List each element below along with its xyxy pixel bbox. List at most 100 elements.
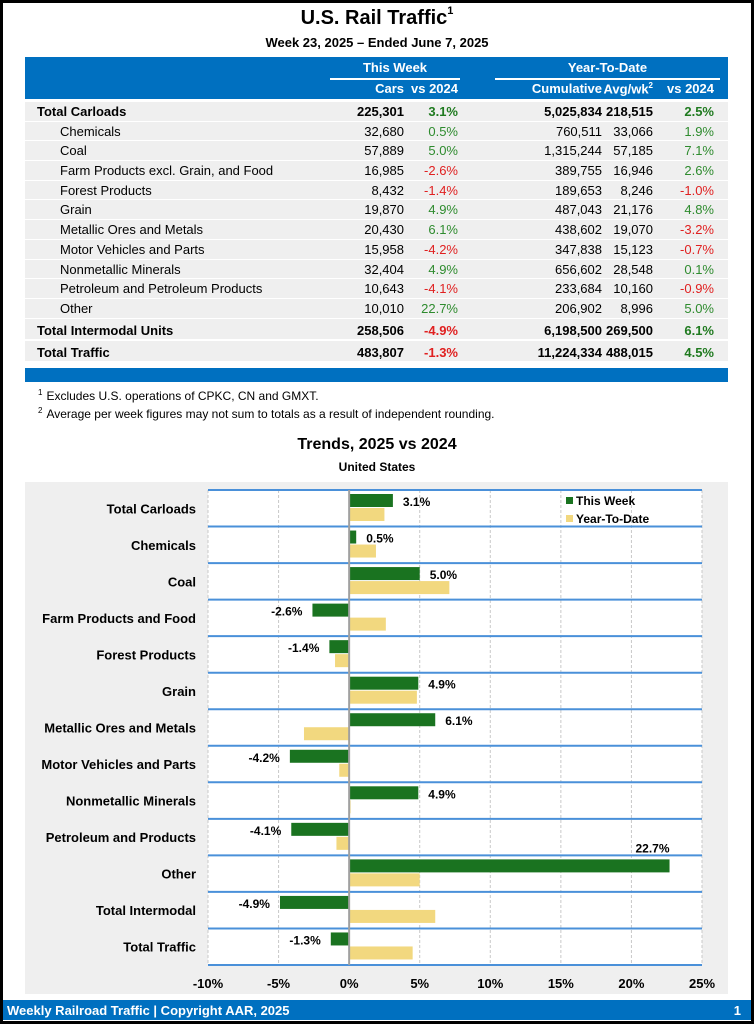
cars-value: 10,643 bbox=[364, 281, 404, 297]
plot-area bbox=[208, 490, 702, 965]
category-label: Forest Products bbox=[96, 647, 196, 662]
category-label: Nonmetallic Minerals bbox=[66, 794, 196, 809]
avgwk-value: 8,996 bbox=[620, 300, 653, 316]
vs2024-value: -4.2% bbox=[424, 241, 458, 257]
ytd-bar bbox=[336, 836, 350, 850]
data-label: -4.1% bbox=[250, 824, 282, 838]
category-label: Motor Vehicles and Parts bbox=[41, 757, 196, 772]
vs2024-value: -4.9% bbox=[424, 322, 458, 338]
page-number: 1 bbox=[733, 1003, 741, 1018]
group-ytd: Year-To-Date bbox=[567, 60, 648, 75]
col-cumulative: Cumulative bbox=[531, 81, 602, 96]
ytd-vs2024-value: 0.1% bbox=[684, 261, 714, 277]
table-row: Grain 19,870 4.9% 487,043 21,176 4.8% bbox=[25, 200, 728, 221]
this-week-bar bbox=[312, 603, 350, 617]
title-footnote-mark: 1 bbox=[447, 5, 454, 17]
data-label: 6.1% bbox=[445, 714, 473, 728]
legend-label-ytd: Year-To-Date bbox=[576, 512, 649, 526]
cumulative-value: 438,602 bbox=[555, 222, 602, 238]
x-tick-label: 20% bbox=[618, 976, 644, 991]
data-label: 22.7% bbox=[636, 841, 670, 855]
report-title: U.S. Rail Traffic1 bbox=[0, 5, 754, 30]
avgwk-value: 15,123 bbox=[613, 241, 653, 257]
vs2024-value: 6.1% bbox=[428, 222, 458, 238]
table-row: Coal 57,889 5.0% 1,315,244 57,185 7.1% bbox=[25, 141, 728, 162]
x-tick-label: 5% bbox=[410, 976, 429, 991]
table-row: Motor Vehicles and Parts 15,958 -4.2% 347,8… bbox=[25, 239, 728, 260]
table-row: Other 10,010 22.7% 206,902 8,996 5.0% bbox=[25, 298, 728, 319]
row-name: Nonmetallic Minerals bbox=[60, 261, 181, 277]
chart-subtitle: United States bbox=[338, 460, 416, 474]
cumulative-value: 5,025,834 bbox=[544, 104, 602, 119]
avgwk-value: 488,015 bbox=[606, 344, 653, 360]
data-label: 0.5% bbox=[366, 532, 394, 546]
ytd-bar bbox=[349, 873, 420, 887]
cars-value: 19,870 bbox=[364, 202, 404, 218]
avgwk-value: 8,246 bbox=[620, 182, 653, 198]
table-row: Total Intermodal Units 258,506 -4.9% 6,198,… bbox=[25, 318, 728, 341]
cars-value: 483,807 bbox=[357, 344, 404, 360]
table-row: Total Traffic 483,807 -1.3% 11,224,334 488,0… bbox=[25, 340, 728, 363]
cumulative-value: 1,315,244 bbox=[544, 143, 602, 159]
footnote-2: 2 Average per week figures may not sum to… bbox=[38, 406, 495, 421]
avgwk-value: 10,160 bbox=[613, 281, 653, 297]
x-tick-label: -10% bbox=[193, 976, 224, 991]
vs2024-value: 4.9% bbox=[428, 202, 458, 218]
ytd-vs2024-value: 4.8% bbox=[684, 202, 714, 218]
footnote-text: Average per week figures may not sum to … bbox=[46, 407, 495, 421]
row-name: Total Carloads bbox=[37, 104, 127, 119]
avgwk-value: 28,548 bbox=[613, 261, 653, 277]
vs2024-value: -2.6% bbox=[424, 163, 458, 179]
this-week-bar bbox=[349, 494, 393, 507]
cars-value: 225,301 bbox=[357, 104, 404, 119]
group-this-week: This Week bbox=[362, 60, 428, 75]
ytd-vs2024-value: 4.5% bbox=[684, 344, 714, 360]
cumulative-value: 347,838 bbox=[555, 241, 602, 257]
category-label: Total Intermodal bbox=[96, 903, 196, 918]
this-week-bar bbox=[349, 676, 419, 690]
this-week-bar bbox=[349, 859, 670, 873]
cumulative-value: 487,043 bbox=[555, 202, 602, 218]
category-label: Farm Products and Food bbox=[42, 611, 196, 626]
ytd-bar bbox=[349, 617, 386, 631]
ytd-vs2024-value: 5.0% bbox=[684, 300, 714, 316]
category-label: Total Traffic bbox=[123, 940, 196, 955]
row-name: Total Traffic bbox=[37, 344, 110, 360]
row-name: Metallic Ores and Metals bbox=[60, 222, 204, 238]
this-week-bar bbox=[349, 786, 419, 800]
this-week-bar bbox=[349, 530, 357, 544]
avgwk-value: 269,500 bbox=[606, 322, 653, 338]
data-label: 4.9% bbox=[428, 678, 456, 692]
data-label: -2.6% bbox=[271, 605, 303, 619]
ytd-vs2024-value: 2.6% bbox=[684, 163, 714, 179]
table-row: Total Carloads 225,301 3.1% 5,025,834 218,51… bbox=[25, 102, 728, 122]
category-label: Grain bbox=[162, 684, 196, 699]
table-row: Chemicals 32,680 0.5% 760,511 33,066 1.9% bbox=[25, 121, 728, 142]
category-label: Petroleum and Products bbox=[46, 830, 196, 845]
footnote-text: Excludes U.S. operations of CPKC, CN and… bbox=[46, 389, 319, 403]
footer-text: Weekly Railroad Traffic | Copyright AAR,… bbox=[7, 1003, 290, 1018]
row-name: Petroleum and Petroleum Products bbox=[60, 281, 263, 297]
data-label: 5.0% bbox=[430, 568, 458, 582]
footnote-mark: 2 bbox=[38, 406, 43, 415]
group-underline bbox=[330, 78, 460, 80]
cars-value: 20,430 bbox=[364, 222, 404, 238]
cars-value: 32,404 bbox=[364, 261, 404, 277]
col-ytd-vs2024: vs 2024 bbox=[667, 81, 714, 96]
ytd-bar bbox=[349, 508, 385, 521]
ytd-vs2024-value: -3.2% bbox=[680, 222, 714, 238]
col-avgwk: Avg/wk2 bbox=[604, 81, 653, 96]
data-label: 3.1% bbox=[403, 495, 431, 509]
avgwk-footnote-mark: 2 bbox=[648, 81, 653, 90]
legend-label-this-week: This Week bbox=[576, 494, 635, 508]
vs2024-value: -1.3% bbox=[424, 344, 458, 360]
ytd-vs2024-value: -1.0% bbox=[680, 182, 714, 198]
cumulative-value: 760,511 bbox=[555, 123, 602, 139]
this-week-bar bbox=[279, 895, 350, 909]
this-week-bar bbox=[330, 932, 350, 946]
cars-value: 258,506 bbox=[357, 322, 404, 338]
vs2024-value: 0.5% bbox=[428, 123, 458, 139]
table-header: This Week Year-To-Date Cars vs 2024 Cumu… bbox=[25, 57, 728, 99]
footnote-mark: 1 bbox=[38, 388, 43, 397]
data-label: -1.3% bbox=[289, 933, 321, 947]
